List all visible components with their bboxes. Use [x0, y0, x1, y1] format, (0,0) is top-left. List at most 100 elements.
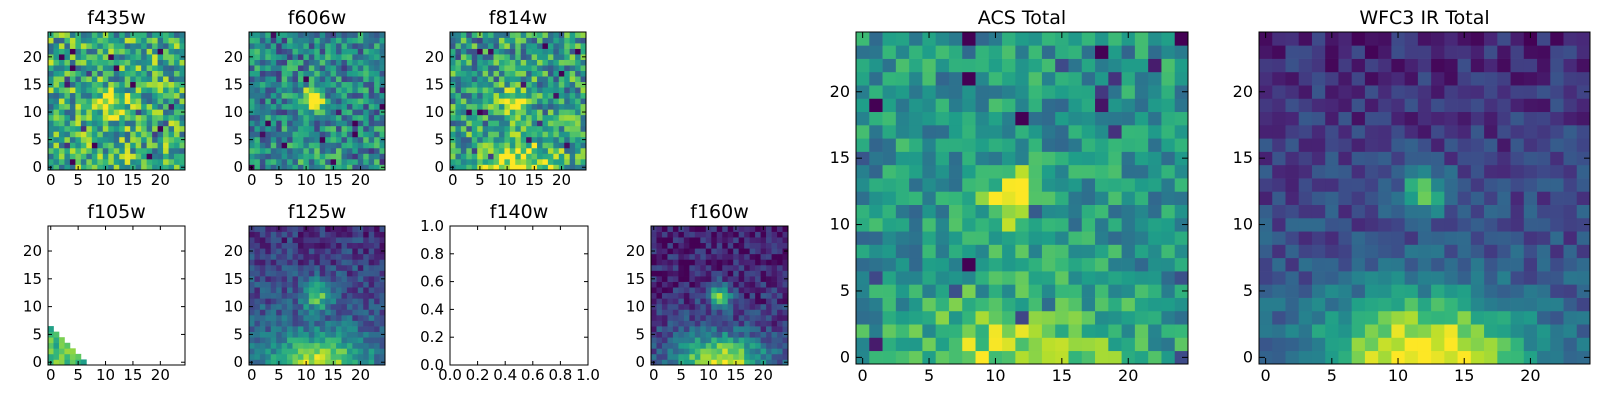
- heatmap-cell: [48, 147, 54, 154]
- heatmap-cell: [325, 125, 331, 132]
- heatmap-cell: [157, 81, 164, 88]
- heatmap-cell: [1378, 257, 1392, 272]
- heatmap-cell: [357, 54, 364, 60]
- heatmap-cell: [771, 342, 778, 349]
- heatmap-cell: [882, 151, 897, 166]
- heatmap-cell: [308, 314, 315, 321]
- heatmap-cell: [755, 337, 761, 344]
- heatmap-cell: [1417, 164, 1432, 179]
- heatmap-cell: [48, 342, 54, 349]
- heatmap-cell: [141, 109, 147, 116]
- heatmap-cell: [157, 65, 164, 71]
- heatmap-cell: [504, 120, 511, 127]
- heatmap-cell: [1081, 284, 1096, 298]
- x-tick-label: 20: [1118, 366, 1138, 385]
- heatmap-cell: [882, 284, 897, 298]
- heatmap-cell: [727, 281, 734, 288]
- heatmap-cell: [1364, 257, 1379, 272]
- heatmap-cell: [488, 153, 494, 160]
- heatmap-cell: [455, 37, 462, 44]
- heatmap-cell: [1338, 32, 1353, 46]
- heatmap-cell: [249, 125, 255, 132]
- heatmap-cell: [661, 353, 668, 360]
- heatmap-cell: [1055, 85, 1069, 99]
- heatmap-cell: [281, 114, 288, 121]
- x-tick-label: 5: [676, 366, 686, 384]
- heatmap-cell: [297, 114, 304, 121]
- heatmap-cell: [656, 287, 663, 294]
- heatmap-cell: [1298, 284, 1313, 298]
- heatmap-cell: [303, 337, 310, 344]
- heatmap-cell: [1484, 71, 1498, 86]
- heatmap-cell: [935, 244, 950, 259]
- heatmap-cell: [179, 114, 186, 121]
- heatmap-cell: [895, 191, 910, 205]
- heatmap-cell: [259, 264, 266, 271]
- heatmap-cell: [733, 259, 740, 266]
- heatmap-cell: [254, 276, 261, 282]
- heatmap-cell: [97, 103, 104, 110]
- heatmap-cell: [766, 259, 772, 266]
- heatmap-cell: [319, 153, 326, 160]
- heatmap-cell: [542, 59, 549, 66]
- heatmap-cell: [537, 153, 543, 160]
- heatmap-cell: [325, 103, 331, 110]
- heatmap-cell: [1041, 324, 1056, 338]
- heatmap-cell: [1417, 231, 1432, 245]
- heatmap-cell: [678, 276, 685, 282]
- heatmap-cell: [1081, 297, 1096, 312]
- heatmap-cell: [297, 43, 304, 49]
- heatmap-cell: [86, 37, 93, 44]
- heatmap-cell: [363, 92, 370, 99]
- heatmap-cell: [330, 264, 337, 271]
- x-tick-label: 15: [726, 366, 745, 384]
- heatmap-cell: [493, 92, 500, 99]
- heatmap-cell: [297, 231, 304, 238]
- heatmap-cell: [254, 348, 261, 355]
- heatmap-cell: [683, 253, 690, 260]
- heatmap-cell: [1002, 204, 1016, 219]
- heatmap-cell: [265, 164, 272, 171]
- heatmap-cell: [1431, 204, 1445, 219]
- heatmap-cell: [1470, 151, 1485, 166]
- heatmap-cell: [1364, 324, 1379, 338]
- heatmap-cell: [374, 147, 380, 154]
- heatmap-cell: [1298, 244, 1313, 259]
- heatmap-cell: [700, 226, 707, 232]
- heatmap-cell: [760, 270, 767, 277]
- heatmap-cell: [179, 48, 186, 55]
- heatmap-cell: [1404, 164, 1419, 179]
- heatmap-cell: [504, 142, 511, 149]
- heatmap-cell: [141, 54, 147, 60]
- heatmap-cell: [135, 54, 142, 60]
- y-tick-label: 0: [635, 353, 645, 371]
- heatmap-cell: [948, 257, 963, 272]
- heatmap-cell: [1272, 217, 1286, 232]
- heatmap-cell: [869, 151, 883, 166]
- heatmap-cell: [357, 276, 364, 282]
- heatmap-cell: [292, 76, 299, 83]
- heatmap-cell: [64, 32, 71, 38]
- heatmap-cell: [1484, 271, 1498, 285]
- heatmap-cell: [346, 331, 353, 338]
- heatmap-cell: [1431, 178, 1445, 192]
- heatmap-cell: [651, 314, 657, 321]
- heatmap-cell: [1378, 32, 1392, 46]
- heatmap-cell: [531, 92, 538, 99]
- heatmap-cell: [341, 287, 348, 294]
- heatmap-cell: [1095, 271, 1109, 285]
- heatmap-cell: [988, 191, 1003, 205]
- heatmap-cell: [1431, 271, 1445, 285]
- heatmap-cell: [1259, 257, 1273, 272]
- heatmap-cell: [1002, 124, 1016, 139]
- heatmap-cell: [1497, 257, 1511, 272]
- heatmap-cell: [988, 204, 1003, 219]
- heatmap-cell: [265, 242, 272, 249]
- heatmap-cell: [482, 76, 489, 83]
- heatmap-image: [651, 226, 789, 366]
- heatmap-cell: [368, 131, 375, 138]
- heatmap-cell: [771, 337, 778, 344]
- heatmap-cell: [254, 326, 261, 332]
- heatmap-cell: [1259, 178, 1273, 192]
- heatmap-cell: [1537, 244, 1551, 259]
